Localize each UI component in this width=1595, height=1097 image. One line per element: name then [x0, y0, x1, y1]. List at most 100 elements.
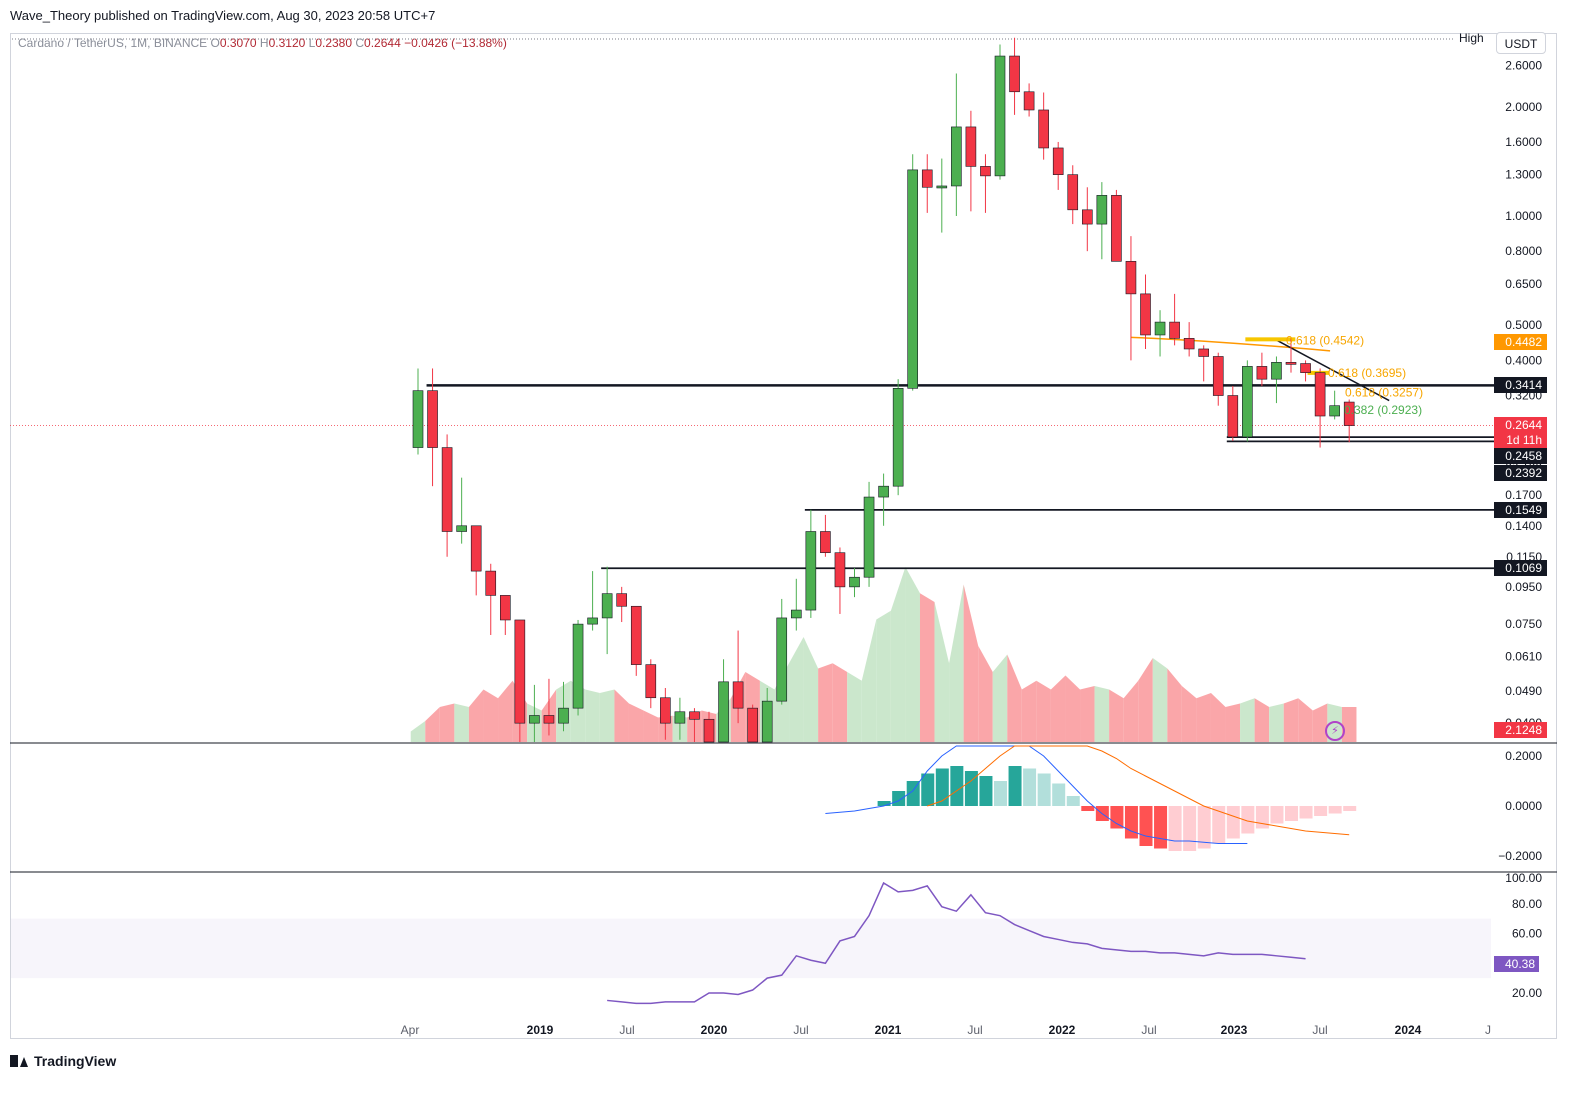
- macd-histogram-bar: [892, 791, 906, 806]
- time-axis-label: 2022: [1049, 1023, 1076, 1037]
- rsi-badge-label: 40.38: [1505, 957, 1535, 971]
- volume-area-segment: [1109, 689, 1124, 742]
- candle-body: [1271, 362, 1282, 380]
- macd-histogram-bar: [1197, 806, 1211, 849]
- time-axis-label: 2019: [527, 1023, 554, 1037]
- macd-histogram-bar: [964, 771, 978, 806]
- candle-body: [1285, 362, 1297, 365]
- candle-body: [790, 609, 802, 619]
- candle-body: [718, 681, 729, 743]
- volume-area-segment: [1021, 680, 1037, 742]
- high-toggle-button[interactable]: High: [1459, 31, 1484, 45]
- volume-area-segment: [1341, 707, 1357, 742]
- rsi-band: [11, 918, 1491, 979]
- candle-body: [980, 166, 991, 177]
- open-label: O: [210, 36, 220, 50]
- volume-area-segment: [585, 689, 600, 742]
- price-badge-label: 0.1069: [1505, 561, 1542, 575]
- candle-body: [689, 711, 700, 720]
- volume-area-segment: [803, 637, 819, 742]
- price-badge-label: 1d 11h: [1506, 433, 1542, 447]
- candle-body: [776, 617, 788, 702]
- time-axis-label: 2023: [1221, 1023, 1248, 1037]
- footer-brand-label: TradingView: [34, 1053, 117, 1069]
- macd-histogram-bar: [1052, 783, 1066, 806]
- candle-body: [1038, 109, 1049, 149]
- price-badge-label: 0.3414: [1505, 378, 1542, 392]
- ema-line: [1130, 336, 1331, 352]
- macd-signal-line: [927, 745, 1350, 836]
- candle-body: [1329, 405, 1340, 417]
- macd-histogram-bar: [1241, 806, 1255, 834]
- candle-body: [951, 126, 962, 187]
- candle-body: [994, 55, 1006, 177]
- price-tick-label: 0.0750: [1505, 617, 1542, 631]
- macd-histogram-bar: [1212, 806, 1226, 844]
- candle-body: [660, 697, 671, 724]
- rsi-tick-label: 20.00: [1512, 986, 1542, 1000]
- candle-body: [1198, 348, 1209, 357]
- volume-area-segment: [1312, 703, 1328, 742]
- candle-body: [1052, 147, 1064, 175]
- volume-area-segment: [919, 593, 935, 742]
- candle-body: [645, 664, 657, 699]
- high-value: 0.3120: [268, 36, 306, 50]
- price-tick-label: 0.0950: [1505, 580, 1542, 594]
- candle-body: [529, 715, 540, 724]
- price-badge-label: 0.2458: [1505, 449, 1542, 463]
- volume-area-segment: [599, 689, 615, 742]
- volume-area-segment: [439, 703, 455, 742]
- volume-area-segment: [1050, 675, 1066, 742]
- candle-body: [820, 531, 831, 554]
- macd-histogram-bar: [1066, 796, 1080, 806]
- fib-label: 0.618 (0.3257): [1345, 386, 1423, 400]
- publisher-caption: Wave_Theory published on TradingView.com…: [10, 8, 436, 23]
- price-tick-label: 2.6000: [1505, 58, 1542, 72]
- volume-area-segment: [890, 567, 906, 742]
- volume-area-segment: [1094, 686, 1110, 742]
- volume-area-segment: [1254, 698, 1270, 742]
- volume-area-segment: [1225, 703, 1241, 742]
- volume-area-segment: [963, 584, 979, 742]
- macd-histogram-bar: [1168, 806, 1182, 851]
- time-axis-label: Jul: [793, 1023, 808, 1037]
- price-badge-label: 0.1549: [1505, 503, 1542, 517]
- macd-histogram-bar: [979, 776, 993, 806]
- candle-body: [1067, 174, 1079, 211]
- rsi-tick-label: 100.00: [1505, 871, 1542, 885]
- candle-body: [732, 681, 744, 709]
- price-tick-label: 0.1400: [1505, 519, 1542, 533]
- volume-area-segment: [978, 645, 993, 742]
- macd-histogram-bar: [1314, 806, 1328, 816]
- price-badge: [1494, 432, 1547, 448]
- volume-area-segment: [614, 689, 629, 742]
- fib-label: 0.618 (0.3695): [1328, 366, 1406, 380]
- candle-body: [630, 605, 642, 665]
- footer-brand[interactable]: TradingView: [10, 1053, 116, 1069]
- price-tick-label: 0.1700: [1505, 488, 1542, 502]
- price-tick-label: 1.6000: [1505, 135, 1542, 149]
- volume-area-segment: [1181, 686, 1197, 742]
- macd-histogram-bar: [935, 768, 949, 806]
- volume-area-segment: [1138, 658, 1153, 742]
- candle-body: [441, 447, 453, 532]
- macd-line: [825, 745, 1248, 844]
- candle-body: [587, 617, 598, 625]
- macd-histogram-bar: [1023, 768, 1037, 806]
- volume-area-segment: [1269, 703, 1284, 742]
- macd-histogram-bar: [994, 781, 1007, 806]
- macd-histogram-bar: [1124, 806, 1138, 839]
- volume-area-segment: [498, 680, 513, 742]
- macd-histogram-bar: [1226, 806, 1240, 839]
- volume-area-segment: [410, 721, 426, 742]
- currency-button[interactable]: USDT: [1496, 32, 1546, 54]
- low-label: L: [308, 36, 316, 50]
- volume-area-segment: [1065, 675, 1081, 742]
- price-tick-label: 0.0610: [1505, 650, 1542, 664]
- candle-body: [747, 707, 758, 743]
- macd-histogram-bar: [1255, 806, 1269, 829]
- volume-area-segment: [1240, 698, 1255, 742]
- high-label: H: [259, 36, 269, 50]
- flash-icon[interactable]: ⚡: [1325, 721, 1345, 741]
